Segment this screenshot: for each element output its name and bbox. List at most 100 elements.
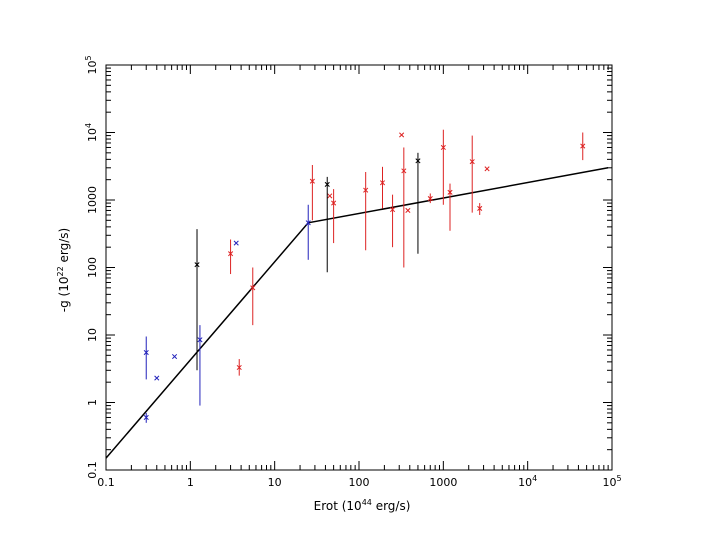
point-marker — [363, 187, 369, 193]
y-axis-title-tail: erg/s) — [57, 228, 71, 267]
data-point — [484, 166, 490, 172]
point-marker — [401, 168, 407, 174]
point-marker — [324, 181, 330, 187]
y-tick-base: 100 — [86, 257, 99, 278]
point-marker — [233, 240, 239, 246]
data-point — [143, 336, 149, 380]
data-point — [580, 132, 586, 161]
y-tick-exp: 4 — [84, 123, 93, 128]
data-point — [143, 412, 149, 423]
x-axis-title-tail: erg/s) — [372, 499, 411, 513]
point-marker — [228, 251, 234, 257]
data-point — [390, 194, 396, 248]
data-point — [154, 375, 160, 381]
point-marker — [379, 180, 386, 186]
point-marker — [477, 205, 483, 211]
x-tick-label: 100 — [349, 476, 370, 489]
data-point — [331, 189, 337, 244]
data-point — [197, 325, 203, 406]
y-axis-title-base: -g (10 — [57, 276, 71, 312]
point-marker — [305, 220, 311, 226]
fit-line — [105, 167, 609, 459]
y-tick-base: 1000 — [86, 186, 99, 214]
y-tick-base: 10 — [86, 61, 99, 75]
x-tick-exp: 4 — [532, 474, 537, 483]
data-point — [477, 203, 483, 215]
point-marker — [172, 353, 178, 360]
plot-frame — [105, 64, 613, 471]
x-tick-label: 104 — [518, 474, 537, 489]
point-marker — [415, 158, 421, 164]
y-axis-title: -g (1022 erg/s) — [56, 228, 71, 312]
data-point — [327, 193, 333, 199]
data-points — [143, 129, 586, 423]
y-tick-label: 104 — [84, 123, 99, 142]
y-tick-label: 1000 — [86, 186, 99, 214]
point-marker — [143, 414, 149, 421]
data-point — [236, 359, 242, 376]
x-tick-base: 100 — [349, 476, 370, 489]
y-tick-exp: 5 — [84, 55, 93, 60]
x-tick-labels: 0.1 1 10 100 1000 104 105 — [97, 474, 621, 489]
x-tick-base: 10 — [518, 476, 532, 489]
point-marker — [154, 375, 160, 381]
x-tick-base: 10 — [268, 476, 282, 489]
y-tick-label: 100 — [86, 257, 99, 278]
point-marker — [440, 144, 446, 151]
x-tick-exp: 5 — [616, 474, 621, 483]
data-point — [401, 147, 407, 268]
x-tick-label: 1000 — [429, 476, 457, 489]
y-tick-base: 1 — [86, 399, 99, 406]
data-point — [447, 183, 453, 231]
data-point — [440, 129, 446, 205]
x-tick-base: 1000 — [429, 476, 457, 489]
x-tick-base: 10 — [602, 476, 616, 489]
point-marker — [447, 189, 453, 195]
data-point — [405, 207, 411, 214]
data-point — [250, 267, 256, 326]
plot-border — [105, 64, 613, 471]
point-marker — [143, 349, 149, 356]
data-point — [415, 152, 421, 254]
data-point — [427, 193, 433, 204]
x-tick-label: 0.1 — [97, 476, 115, 489]
data-point — [309, 165, 315, 221]
x-tick-base: 0.1 — [97, 476, 115, 489]
data-point — [324, 176, 330, 273]
tick-marks — [105, 64, 613, 471]
data-point — [228, 239, 234, 275]
data-point — [363, 171, 369, 251]
x-tick-base: 1 — [187, 476, 194, 489]
y-tick-label: 0.1 — [86, 461, 99, 479]
data-point — [172, 353, 178, 360]
y-tick-label: 1 — [86, 399, 99, 406]
point-marker — [309, 178, 315, 184]
x-axis-title-exp: 44 — [362, 498, 372, 507]
data-point — [379, 166, 386, 209]
x-axis-title-base: Erot (10 — [314, 499, 362, 513]
point-marker — [197, 337, 203, 343]
point-marker — [331, 200, 337, 206]
data-point — [305, 204, 311, 260]
point-marker — [390, 207, 396, 213]
y-tick-base: 10 — [86, 328, 99, 342]
point-marker — [580, 143, 586, 149]
data-point — [194, 229, 200, 371]
point-marker — [427, 196, 433, 202]
x-axis-title: Erot (1044 erg/s) — [314, 498, 411, 513]
x-tick-label: 105 — [602, 474, 621, 489]
point-marker — [327, 193, 333, 199]
data-point — [399, 132, 405, 138]
point-marker — [250, 285, 256, 291]
point-marker — [405, 207, 411, 214]
point-marker — [399, 132, 405, 138]
y-tick-label: 105 — [84, 55, 99, 74]
data-point — [469, 135, 475, 213]
fit-line-group — [105, 167, 609, 459]
y-axis-title-exp: 22 — [56, 266, 65, 276]
point-marker — [469, 159, 475, 165]
point-marker — [484, 166, 490, 172]
y-tick-base: 10 — [86, 128, 99, 142]
